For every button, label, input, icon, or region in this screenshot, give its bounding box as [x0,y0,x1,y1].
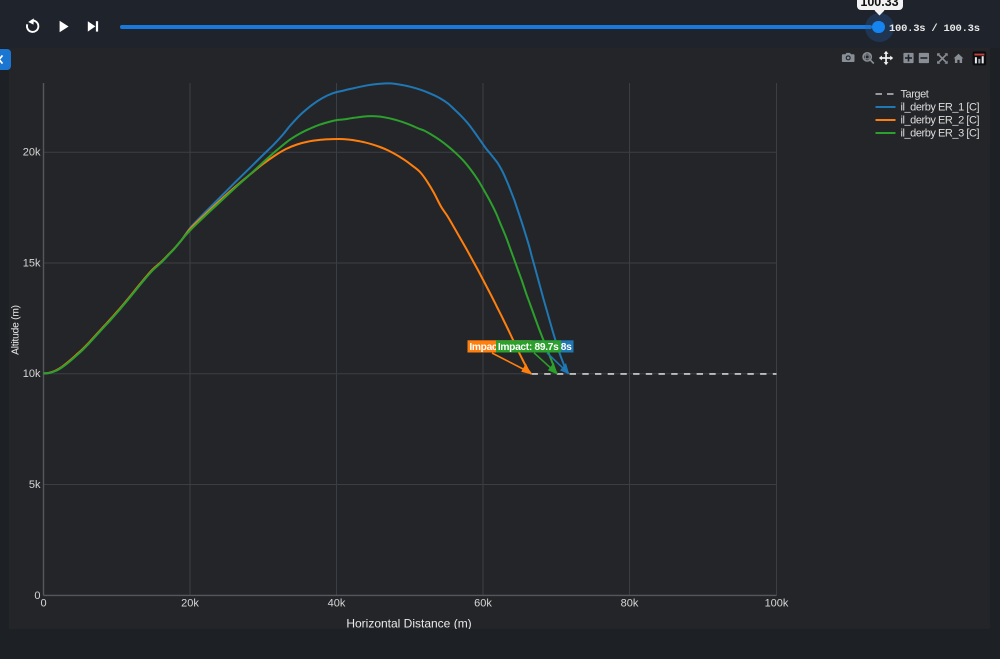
svg-text:Target: Target [901,89,929,101]
svg-text:Impact: 89.7s: Impact: 89.7s [498,342,559,353]
svg-text:40k: 40k [328,598,346,610]
svg-text:15k: 15k [23,258,41,270]
svg-text:20k: 20k [181,598,199,610]
svg-text:100k: 100k [765,598,789,610]
svg-text:Horizontal Distance (m): Horizontal Distance (m) [346,617,471,630]
svg-text:0: 0 [40,598,46,610]
svg-text:il_derby ER_1 [C]: il_derby ER_1 [C] [901,102,980,114]
svg-text:20k: 20k [23,147,41,159]
svg-text:0: 0 [34,590,40,602]
svg-text:il_derby ER_2 [C]: il_derby ER_2 [C] [901,115,980,127]
svg-text:il_derby ER_3 [C]: il_derby ER_3 [C] [901,128,980,140]
svg-text:60k: 60k [474,598,492,610]
svg-text:10k: 10k [23,368,41,380]
svg-text:Altitude (m): Altitude (m) [11,305,22,355]
svg-text:5k: 5k [29,479,41,491]
svg-text:80k: 80k [621,598,639,610]
